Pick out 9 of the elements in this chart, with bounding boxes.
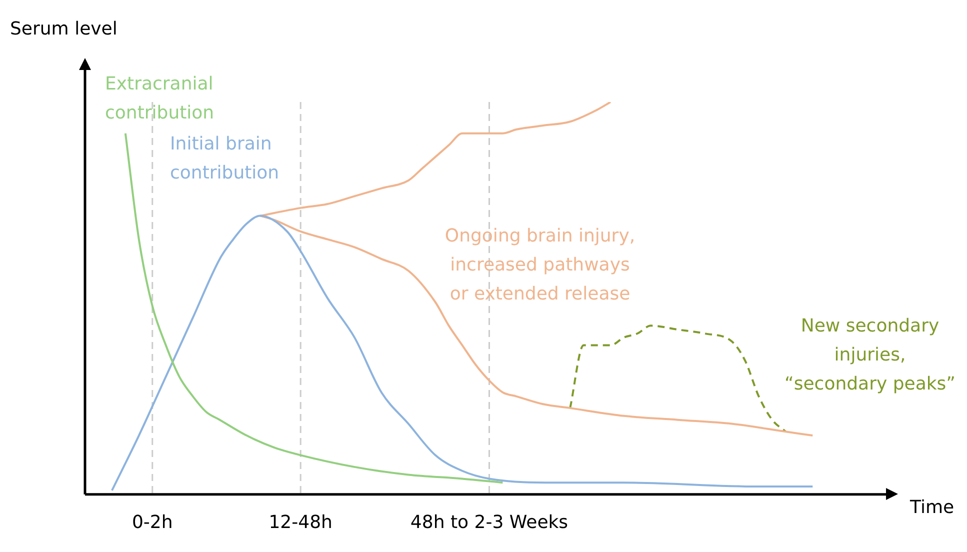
series-label: Ongoing brain injury, increased pathways or extended release (444, 226, 636, 305)
series-label: Initial brain contribution (170, 134, 280, 184)
x-tick-label: 12-48h (268, 512, 332, 533)
x-tick-label: 48h to 2-3 Weeks (410, 512, 568, 533)
y-axis-title: Serum level (10, 18, 118, 40)
series-label: New secondary injuries, “secondary peaks” (784, 316, 956, 395)
x-tick-label: 0-2h (132, 512, 173, 533)
x-axis-title: Time (909, 497, 954, 518)
series-label: Extracranial contribution (105, 74, 214, 124)
